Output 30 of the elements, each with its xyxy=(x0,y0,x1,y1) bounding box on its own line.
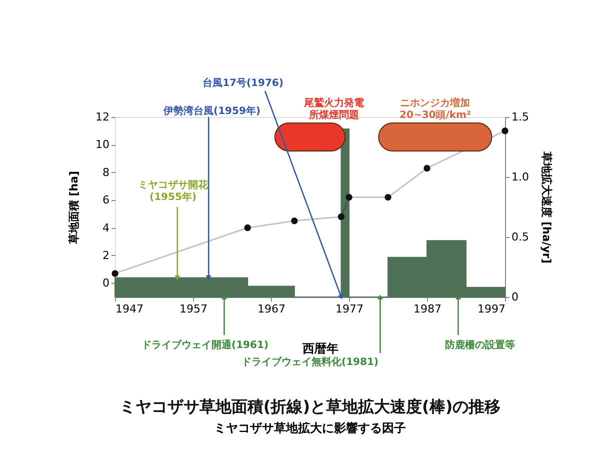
x-tick-label: 1957 xyxy=(180,302,208,316)
y-tick-label: 12 xyxy=(96,110,110,124)
annotation: ドライブウェイ無料化(1981) xyxy=(242,356,378,368)
annotation: ドライブウェイ開通(1961) xyxy=(142,339,268,351)
y2-tick-label: 1.5 xyxy=(512,110,529,124)
text: ミヤコザサ草地拡大に影響する因子 xyxy=(214,421,406,435)
annotation: 台風17号(1976) xyxy=(202,77,284,89)
y-tick-label: 2 xyxy=(102,248,110,262)
y-tick-label: 10 xyxy=(96,138,110,152)
x-tick-label: 1967 xyxy=(258,302,286,316)
x-axis-title: 西暦年 xyxy=(302,342,338,356)
band-label: ニホンジカ増加 20~30頭/km² xyxy=(400,97,471,121)
y2-axis-title: 草地拡大速度 [ha/yr] xyxy=(540,150,553,264)
text: ミヤコザサ草地面積(折線)と草地拡大速度(棒)の推移 xyxy=(119,397,501,416)
annotation: 防鹿柵の設置等 xyxy=(445,339,515,351)
y2-tick-label: 0 xyxy=(512,290,518,304)
y-axis-title: 草地面積 [ha] xyxy=(68,170,81,246)
y-tick-label: 4 xyxy=(102,221,110,234)
annotation: ミヤコザサ開花 (1955年) xyxy=(138,179,209,203)
y-tick-label: 8 xyxy=(102,166,110,179)
x-tick-label: 1987 xyxy=(414,302,442,316)
y-tick-label: 6 xyxy=(102,194,110,207)
x-tick-label: 1997 xyxy=(478,302,506,316)
annotation: 伊勢湾台風(1959年) xyxy=(162,105,260,117)
x-tick-label: 1977 xyxy=(336,302,364,316)
y2-tick-label: 1.0 xyxy=(512,170,529,184)
band-label: 尾鷲火力発電所煤煙問題 xyxy=(303,97,364,121)
y2-tick-label: 0.5 xyxy=(512,230,529,244)
x-tick-label: 1947 xyxy=(116,302,144,316)
y-tick-label: 0 xyxy=(102,276,110,290)
